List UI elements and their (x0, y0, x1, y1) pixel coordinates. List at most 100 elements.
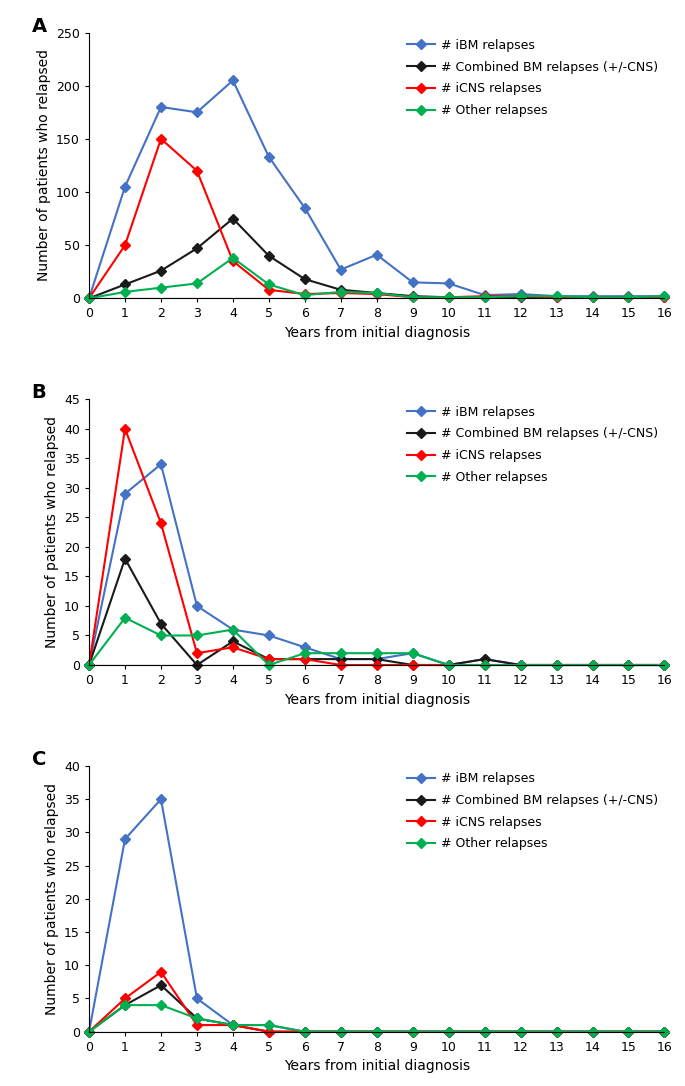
# iBM relapses (408, 1025, 416, 1038)
# iBM relapses (624, 1025, 632, 1038)
# Other relapses (301, 289, 309, 302)
# iBM relapses (193, 992, 201, 1005)
# Combined BM relapses (+/-CNS) (193, 658, 201, 671)
# iCNS relapses (264, 1025, 273, 1038)
# iCNS relapses (445, 1025, 453, 1038)
# Other relapses (301, 646, 309, 659)
# iBM relapses (336, 653, 345, 666)
# iBM relapses (516, 288, 525, 301)
# iBM relapses (552, 290, 560, 303)
# iBM relapses (229, 1019, 237, 1032)
Y-axis label: Number of patients who relapsed: Number of patients who relapsed (45, 416, 59, 648)
# Combined BM relapses (+/-CNS) (445, 1025, 453, 1038)
# Combined BM relapses (+/-CNS) (660, 1025, 669, 1038)
# iBM relapses (121, 488, 129, 501)
# Combined BM relapses (+/-CNS) (588, 658, 597, 671)
Legend: # iBM relapses, # Combined BM relapses (+/-CNS), # iCNS relapses, # Other relaps: # iBM relapses, # Combined BM relapses (… (408, 39, 658, 117)
# Other relapses (264, 658, 273, 671)
# iBM relapses (588, 290, 597, 303)
# Combined BM relapses (+/-CNS) (408, 658, 416, 671)
# iBM relapses (660, 1025, 669, 1038)
# iBM relapses (301, 1025, 309, 1038)
# Combined BM relapses (+/-CNS) (336, 283, 345, 296)
# iCNS relapses (373, 288, 381, 301)
# Other relapses (445, 291, 453, 304)
# Other relapses (85, 658, 93, 671)
# Other relapses (445, 1025, 453, 1038)
# Combined BM relapses (+/-CNS) (157, 978, 165, 992)
Line: # iBM relapses: # iBM relapses (86, 796, 668, 1035)
# Combined BM relapses (+/-CNS) (660, 291, 669, 304)
# iCNS relapses (157, 965, 165, 978)
# Other relapses (660, 658, 669, 671)
# iCNS relapses (624, 658, 632, 671)
# iCNS relapses (588, 658, 597, 671)
# Other relapses (408, 646, 416, 659)
# Other relapses (336, 286, 345, 299)
# iBM relapses (445, 277, 453, 290)
# Other relapses (121, 286, 129, 299)
# Combined BM relapses (+/-CNS) (516, 291, 525, 304)
# iCNS relapses (516, 1025, 525, 1038)
# iBM relapses (157, 793, 165, 806)
# iBM relapses (336, 263, 345, 276)
# iCNS relapses (408, 658, 416, 671)
# Other relapses (408, 291, 416, 304)
# Other relapses (624, 658, 632, 671)
# Other relapses (85, 292, 93, 305)
# iCNS relapses (301, 653, 309, 666)
# iCNS relapses (588, 291, 597, 304)
# iCNS relapses (264, 653, 273, 666)
# Other relapses (373, 1025, 381, 1038)
# iBM relapses (85, 658, 93, 671)
# Combined BM relapses (+/-CNS) (480, 291, 488, 304)
# iCNS relapses (229, 254, 237, 267)
# Other relapses (336, 1025, 345, 1038)
Line: # iBM relapses: # iBM relapses (86, 77, 668, 302)
# Combined BM relapses (+/-CNS) (624, 658, 632, 671)
X-axis label: Years from initial diagnosis: Years from initial diagnosis (284, 693, 470, 707)
# Combined BM relapses (+/-CNS) (85, 292, 93, 305)
Line: # iBM relapses: # iBM relapses (86, 460, 668, 669)
# Other relapses (373, 287, 381, 300)
# Other relapses (157, 281, 165, 294)
# iBM relapses (373, 653, 381, 666)
# Combined BM relapses (+/-CNS) (624, 291, 632, 304)
# iCNS relapses (408, 291, 416, 304)
Line: # Other relapses: # Other relapses (86, 254, 668, 302)
# Other relapses (229, 251, 237, 264)
Text: C: C (32, 750, 46, 769)
# Combined BM relapses (+/-CNS) (336, 653, 345, 666)
# iBM relapses (373, 249, 381, 262)
# iCNS relapses (552, 658, 560, 671)
Line: # Other relapses: # Other relapses (86, 615, 668, 669)
# Other relapses (157, 999, 165, 1012)
# Other relapses (480, 1025, 488, 1038)
# iCNS relapses (85, 292, 93, 305)
# Combined BM relapses (+/-CNS) (445, 658, 453, 671)
# iBM relapses (85, 1025, 93, 1038)
# iCNS relapses (480, 290, 488, 303)
# iCNS relapses (121, 992, 129, 1005)
# iBM relapses (157, 101, 165, 114)
# Combined BM relapses (+/-CNS) (516, 1025, 525, 1038)
# iBM relapses (193, 599, 201, 613)
# iCNS relapses (445, 658, 453, 671)
# Other relapses (373, 646, 381, 659)
# Other relapses (660, 1025, 669, 1038)
# iCNS relapses (336, 658, 345, 671)
X-axis label: Years from initial diagnosis: Years from initial diagnosis (284, 1059, 470, 1073)
# Combined BM relapses (+/-CNS) (624, 1025, 632, 1038)
# iBM relapses (624, 290, 632, 303)
# Combined BM relapses (+/-CNS) (229, 635, 237, 648)
# iBM relapses (445, 1025, 453, 1038)
# iBM relapses (264, 629, 273, 642)
# Other relapses (588, 658, 597, 671)
# Combined BM relapses (+/-CNS) (373, 1025, 381, 1038)
# Other relapses (480, 658, 488, 671)
Line: # iCNS relapses: # iCNS relapses (86, 969, 668, 1035)
# iBM relapses (408, 646, 416, 659)
# Combined BM relapses (+/-CNS) (552, 1025, 560, 1038)
# iCNS relapses (480, 658, 488, 671)
# Other relapses (516, 1025, 525, 1038)
